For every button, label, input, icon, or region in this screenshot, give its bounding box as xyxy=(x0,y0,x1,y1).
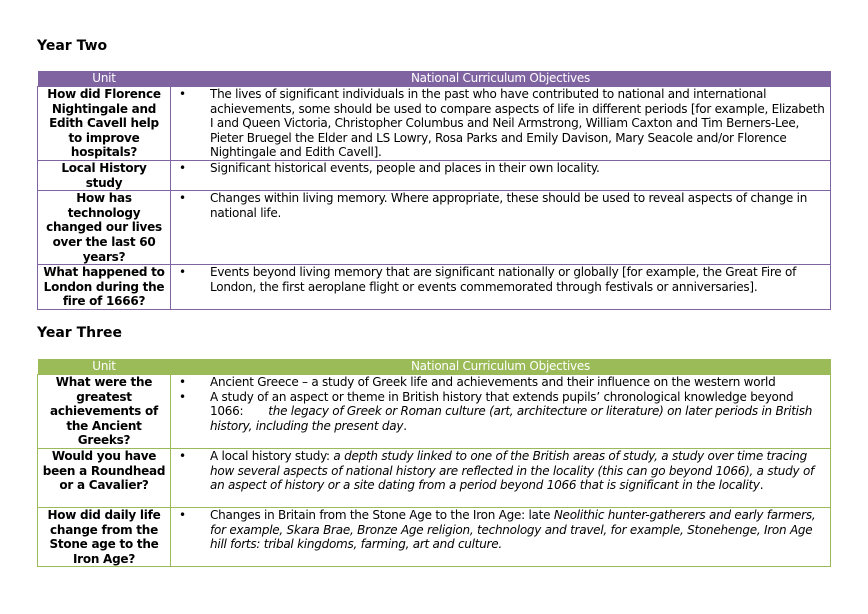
objectives-header: National Curriculum Objectives xyxy=(170,71,831,87)
objective-text: Events beyond living memory that are sig… xyxy=(210,265,797,294)
objective-text: Ancient Greece – a study of Greek life a… xyxy=(210,375,776,389)
unit-cell: How did Florence Nightingale and Edith C… xyxy=(37,86,171,161)
objective-item: • The lives of significant individuals in… xyxy=(179,87,826,160)
objective-text: Significant historical events, people an… xyxy=(210,161,600,175)
objectives-cell: • Significant historical events, people a… xyxy=(170,159,831,192)
objectives-cell: • Changes in Britain from the Stone Age t… xyxy=(170,506,831,568)
unit-cell: Would you have been a Roundhead or a Cav… xyxy=(37,447,171,508)
objective-tail: . xyxy=(759,478,764,493)
unit-header: Unit xyxy=(37,71,171,87)
table-row: How has technology changed our lives ove… xyxy=(37,190,831,266)
objective-tail: . xyxy=(403,418,407,433)
bullet-icon: • xyxy=(179,161,186,175)
table-row: Would you have been a Roundhead or a Cav… xyxy=(37,447,831,508)
table-row: What were the greatest achievements of t… xyxy=(37,374,831,449)
objectives-cell: • The lives of significant individuals in… xyxy=(170,86,831,161)
unit-cell: How did daily life change from the Stone… xyxy=(37,506,171,568)
objective-item: • Significant historical events, people a… xyxy=(179,161,826,176)
objective-text: A local history study: xyxy=(210,448,330,463)
objective-text: Changes within living memory. Where appr… xyxy=(210,191,808,220)
table-row: How did daily life change from the Stone… xyxy=(37,506,831,568)
objectives-header: National Curriculum Objectives xyxy=(170,359,831,375)
objective-item: • A study of an aspect or theme in Britis… xyxy=(179,389,826,434)
year-two-heading: Year Two xyxy=(37,38,108,54)
objective-italic-text: the legacy of Greek or Roman culture (ar… xyxy=(210,404,813,433)
objectives-cell: • Changes within living memory. Where app… xyxy=(170,190,831,266)
year-three-table: Unit National Curriculum Objectives What… xyxy=(37,359,831,568)
objective-item: • Ancient Greece – a study of Greek life … xyxy=(179,375,826,390)
unit-cell: Local History study xyxy=(37,159,171,192)
table-row: Local History study • Significant histori… xyxy=(37,159,831,192)
objective-item: • Events beyond living memory that are si… xyxy=(179,265,826,294)
objective-text: The lives of significant individuals in … xyxy=(210,87,825,160)
year-three-heading: Year Three xyxy=(37,325,122,341)
unit-header: Unit xyxy=(37,359,171,375)
objectives-cell: • Ancient Greece – a study of Greek life … xyxy=(170,374,831,449)
unit-cell: What were the greatest achievements of t… xyxy=(37,374,171,449)
unit-cell: How has technology changed our lives ove… xyxy=(37,190,171,266)
bullet-icon: • xyxy=(179,191,186,206)
bullet-icon: • xyxy=(179,448,186,463)
table-row: How did Florence Nightingale and Edith C… xyxy=(37,86,831,161)
bullet-icon: • xyxy=(179,375,186,389)
bullet-icon: • xyxy=(179,265,186,280)
table-header-row: Unit National Curriculum Objectives xyxy=(37,71,831,87)
objectives-cell: • A local history study: a depth study li… xyxy=(170,447,831,508)
objective-italic-text: a depth study linked to one of the Briti… xyxy=(210,448,815,493)
objective-text: Changes in Britain from the Stone Age to… xyxy=(210,507,551,522)
objective-text: A study of an aspect or theme in British… xyxy=(210,389,794,419)
objective-italic-text: Neolithic hunter-gatherers and early far… xyxy=(210,507,816,552)
bullet-icon: • xyxy=(179,389,186,404)
unit-cell: What happened to London during the fire … xyxy=(37,264,171,311)
objectives-cell: • Events beyond living memory that are si… xyxy=(170,264,831,311)
table-header-row: Unit National Curriculum Objectives xyxy=(37,359,831,375)
year-two-table: Unit National Curriculum Objectives How … xyxy=(37,71,831,311)
objective-item: • Changes within living memory. Where app… xyxy=(179,191,826,220)
bullet-icon: • xyxy=(179,507,186,522)
objective-item: • Changes in Britain from the Stone Age t… xyxy=(179,507,826,552)
bullet-icon: • xyxy=(179,87,186,101)
objective-item: • A local history study: a depth study li… xyxy=(179,448,826,493)
table-row: What happened to London during the fire … xyxy=(37,264,831,311)
